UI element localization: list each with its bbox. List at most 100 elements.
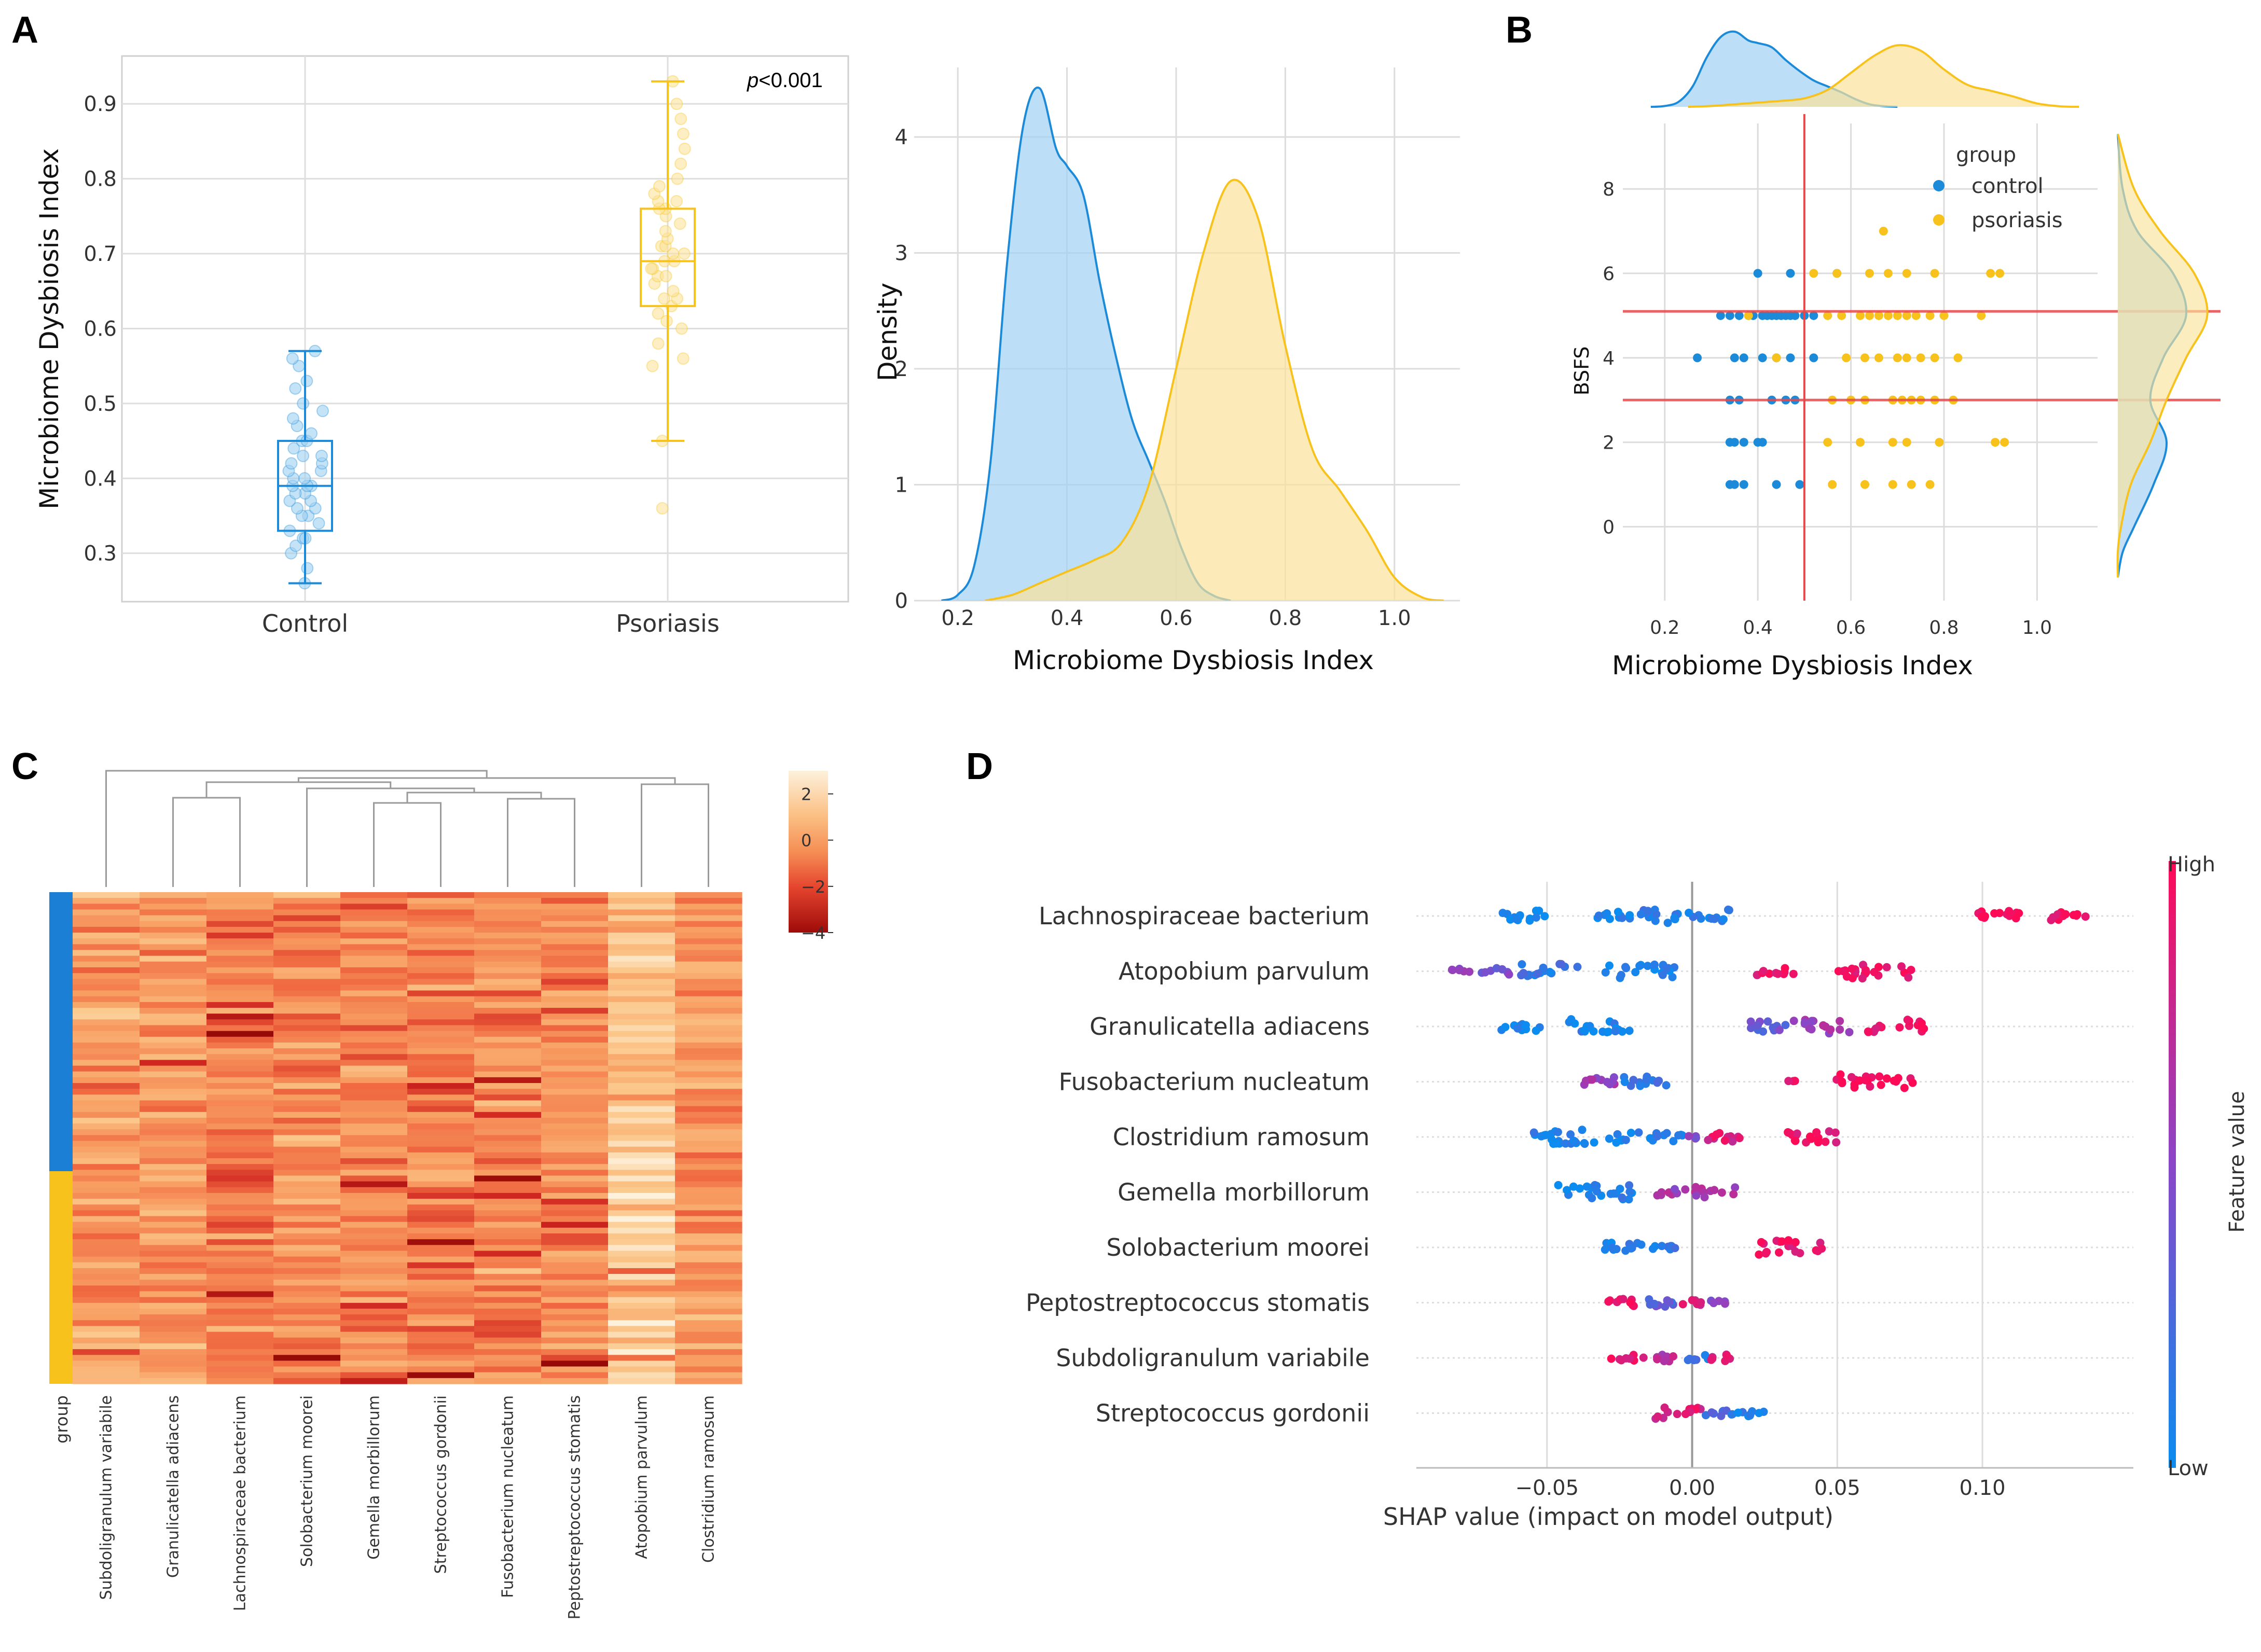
heatmap-cell (541, 1204, 609, 1211)
heatmap-cell (140, 973, 207, 979)
heatmap-cell (140, 1320, 207, 1327)
shap-point (1617, 970, 1625, 979)
heatmap-cell (407, 1083, 475, 1089)
heatmap-cell (273, 1042, 341, 1049)
heatmap-cell (474, 1343, 542, 1350)
heatmap-cell (407, 1378, 475, 1384)
heatmap-cell (273, 1337, 341, 1344)
scatter-point-control (1790, 311, 1800, 320)
heatmap-cell (407, 1094, 475, 1101)
heatmap-cell (541, 979, 609, 985)
heatmap-cell (541, 1285, 609, 1292)
heatmap-cell (140, 1245, 207, 1252)
shap-point (1785, 1129, 1794, 1137)
heatmap-cell (140, 1175, 207, 1182)
heatmap-cell (140, 1019, 207, 1026)
heatmap-cell (273, 1372, 341, 1379)
heatmap-cell (73, 973, 140, 979)
shap-point (1553, 1128, 1562, 1136)
heatmap-cell (608, 1314, 675, 1321)
heatmap-cell (140, 1060, 207, 1066)
heatmap-cell (541, 1042, 609, 1049)
heatmap-cell (608, 926, 675, 933)
heatmap-cell (407, 933, 475, 939)
heatmap-cell (675, 1221, 742, 1228)
heatmap-cell (541, 1060, 609, 1066)
heatmap-cell (541, 892, 609, 898)
heatmap-cell (140, 1297, 207, 1303)
heatmap-cell (206, 1355, 274, 1361)
heatmap-cell (407, 1366, 475, 1373)
heatmap-cell (340, 1164, 408, 1170)
scatter-point-control (1716, 311, 1725, 320)
heatmap-cell (140, 1158, 207, 1164)
heatmap-cell (541, 909, 609, 916)
heatmap-cell (675, 1239, 742, 1245)
jitter-point (289, 539, 302, 552)
heatmap-cell (675, 1100, 742, 1107)
heatmap-cell (541, 1192, 609, 1199)
heatmap-cell (608, 1274, 675, 1280)
heatmap-cell (675, 933, 742, 939)
heatmap-cell (140, 1187, 207, 1193)
y-tick-label: 0.9 (84, 92, 117, 116)
scatter-point-psoriasis (1916, 353, 1925, 363)
heatmap-cell (675, 1141, 742, 1147)
heatmap-cell (140, 933, 207, 939)
jointplot-x-label: Microbiome Dysbiosis Index (1612, 650, 1973, 681)
jointplot-points (1693, 227, 2009, 489)
heatmap-cell (608, 1204, 675, 1211)
heatmap-cell (140, 984, 207, 991)
scatter-point-control (1758, 353, 1767, 363)
heatmap-cell (340, 979, 408, 985)
jitter-point (289, 382, 302, 395)
shap-point (1691, 1183, 1700, 1191)
shap-point (1665, 1298, 1674, 1307)
shap-point (1535, 906, 1543, 915)
heatmap-cell (541, 1320, 609, 1327)
heatmap-cell (407, 1251, 475, 1257)
shap-point (1903, 1016, 1912, 1024)
shap-x-ticks: −0.05 0.00 0.05 0.10 (1515, 1476, 2005, 1500)
heatmap-cell (273, 1014, 341, 1020)
shap-point (1601, 968, 1610, 977)
heatmap-cell (273, 1192, 341, 1199)
heatmap-cell (474, 984, 542, 991)
heatmap-cell (474, 1112, 542, 1118)
heatmap-cell (340, 1285, 408, 1292)
heatmap-cell (206, 1216, 274, 1223)
heatmap-cell (273, 1036, 341, 1043)
heatmap-cell (474, 1054, 542, 1061)
heatmap-cell (608, 1054, 675, 1061)
heatmap-cell (140, 898, 207, 904)
heatmap-cell (675, 1129, 742, 1136)
shap-point (1727, 1410, 1736, 1419)
heatmap-cell (407, 1221, 475, 1228)
heatmap-cell (206, 898, 274, 904)
jitter-point (646, 359, 659, 372)
shap-point (1605, 914, 1614, 923)
shap-point (1670, 1185, 1679, 1193)
heatmap-cell (407, 1054, 475, 1061)
heatmap-cell (675, 1117, 742, 1124)
heatmap-cell (675, 904, 742, 910)
column-label: Clostridium ramosum (700, 1395, 718, 1563)
heatmap-cell (675, 1036, 742, 1043)
shap-point (1773, 969, 1782, 978)
heatmap-cell (206, 1002, 274, 1008)
heatmap-cell (675, 1146, 742, 1153)
heatmap-cell (675, 955, 742, 962)
heatmap-cell (541, 1071, 609, 1078)
heatmap-cell (541, 1221, 609, 1228)
heatmap-cell (675, 1054, 742, 1061)
heatmap-cell (140, 944, 207, 951)
density-area-psoriasis (985, 179, 1444, 601)
heatmap-cell (608, 1309, 675, 1315)
legend-title: group (1956, 143, 2016, 167)
heatmap-cell (206, 904, 274, 910)
shap-point (1590, 1138, 1598, 1147)
heatmap-cell (73, 1233, 140, 1240)
heatmap-cell (541, 950, 609, 956)
heatmap-cell (407, 1297, 475, 1303)
x-tick-label: 0.6 (1160, 606, 1193, 630)
